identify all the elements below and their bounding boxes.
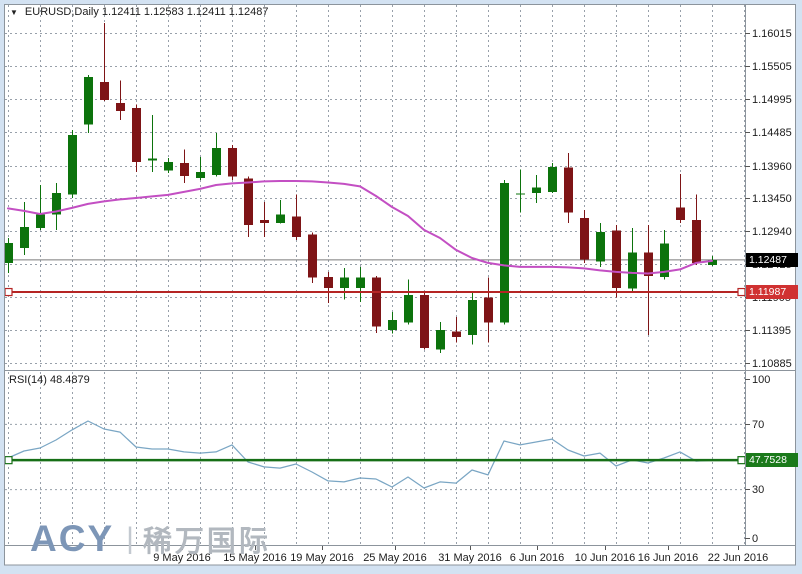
candle-body (196, 172, 205, 179)
chart-title-text: EURUSD,Daily 1.12411 1.12583 1.12411 1.1… (24, 6, 269, 18)
candle-body (676, 207, 685, 220)
candle-body (36, 214, 45, 229)
rsi-axis-label: 0 (752, 533, 758, 545)
candle-body (468, 300, 477, 335)
date-axis-label: 9 May 2016 (153, 552, 210, 564)
candle-body (692, 219, 701, 263)
candle-body (612, 230, 621, 288)
price-axis-label: 1.13450 (752, 193, 792, 205)
rsi-value-badge: 47.7528 (746, 453, 798, 468)
chart-plot-background (4, 4, 796, 565)
date-axis-label: 19 May 2016 (290, 552, 354, 564)
date-axis-label: 15 May 2016 (223, 552, 287, 564)
candle-body (580, 217, 589, 260)
line-endpoint-handle (4, 456, 13, 465)
candle-body (452, 331, 461, 337)
candle-body (116, 102, 125, 112)
candle-body (708, 259, 717, 265)
date-axis-label: 6 Jun 2016 (510, 552, 564, 564)
rsi-axis-label: 100 (752, 374, 770, 386)
candle-body (372, 277, 381, 327)
candle-body (404, 295, 413, 323)
date-axis-label: 31 May 2016 (438, 552, 502, 564)
candle-body (68, 134, 77, 195)
hline-price-badge: 1.11987 (746, 285, 798, 300)
candle-body (132, 107, 141, 162)
line-endpoint-handle (737, 456, 746, 465)
date-axis-label: 22 Jun 2016 (708, 552, 769, 564)
price-axis-label: 1.11395 (752, 325, 791, 337)
candles (4, 23, 717, 353)
price-axis-label: 1.10885 (752, 358, 792, 370)
candle-body (180, 163, 189, 177)
chart-title: ▼ EURUSD,Daily 1.12411 1.12583 1.12411 1.… (10, 6, 269, 18)
rsi-indicator-label: RSI(14) 48.4879 (9, 374, 90, 386)
candle-body (244, 178, 253, 225)
candle-body (20, 226, 29, 249)
candle-body (436, 329, 445, 350)
candle-body (260, 219, 269, 224)
date-axis-label: 25 May 2016 (363, 552, 427, 564)
candle-body (340, 277, 349, 288)
candle-body (292, 216, 301, 238)
candle-body (308, 234, 317, 278)
candle-body (484, 297, 493, 323)
rsi-axis-label: 70 (752, 419, 764, 431)
price-axis-label: 1.13960 (752, 161, 792, 173)
gridlines (5, 5, 745, 545)
date-axis-label: 16 Jun 2016 (638, 552, 699, 564)
candle-body (596, 232, 605, 262)
rsi-axis-label: 30 (752, 484, 764, 496)
candle-body (164, 161, 173, 171)
price-axis-label: 1.14485 (752, 127, 792, 139)
candle-body (644, 252, 653, 276)
candle-body (564, 167, 573, 213)
price-axis-label: 1.14995 (752, 94, 792, 106)
candle-body (356, 277, 365, 288)
pane-borders (4, 4, 796, 566)
candle-body (212, 147, 221, 175)
candle-body (228, 147, 237, 177)
line-endpoint-handle (737, 287, 746, 297)
rsi-line (7, 420, 713, 489)
ma-line (7, 180, 713, 275)
candle-body (84, 77, 93, 125)
rsi-level-line-object[interactable] (4, 456, 746, 465)
candle-body (516, 193, 525, 195)
candle-body (276, 214, 285, 224)
candle-body (420, 295, 429, 348)
date-axis-label: 10 Jun 2016 (575, 552, 636, 564)
chevron-down-icon[interactable]: ▼ (10, 8, 18, 17)
candle-body (324, 277, 333, 288)
line-endpoint-handle (4, 287, 13, 297)
price-axis-label: 1.15505 (752, 61, 792, 73)
candle-body (100, 82, 109, 101)
current-price-badge: 1.12487 (746, 252, 798, 267)
price-axis-label: 1.16015 (752, 28, 792, 40)
price-axis-label: 1.12940 (752, 226, 792, 238)
candle-body (660, 243, 669, 278)
candle-body (500, 183, 509, 323)
candle-body (148, 158, 157, 161)
candle-body (388, 320, 397, 330)
candle-body (628, 252, 637, 289)
candle-body (4, 242, 13, 263)
candle-body (52, 192, 61, 215)
candle-body (532, 187, 541, 193)
candle-body (548, 167, 557, 193)
